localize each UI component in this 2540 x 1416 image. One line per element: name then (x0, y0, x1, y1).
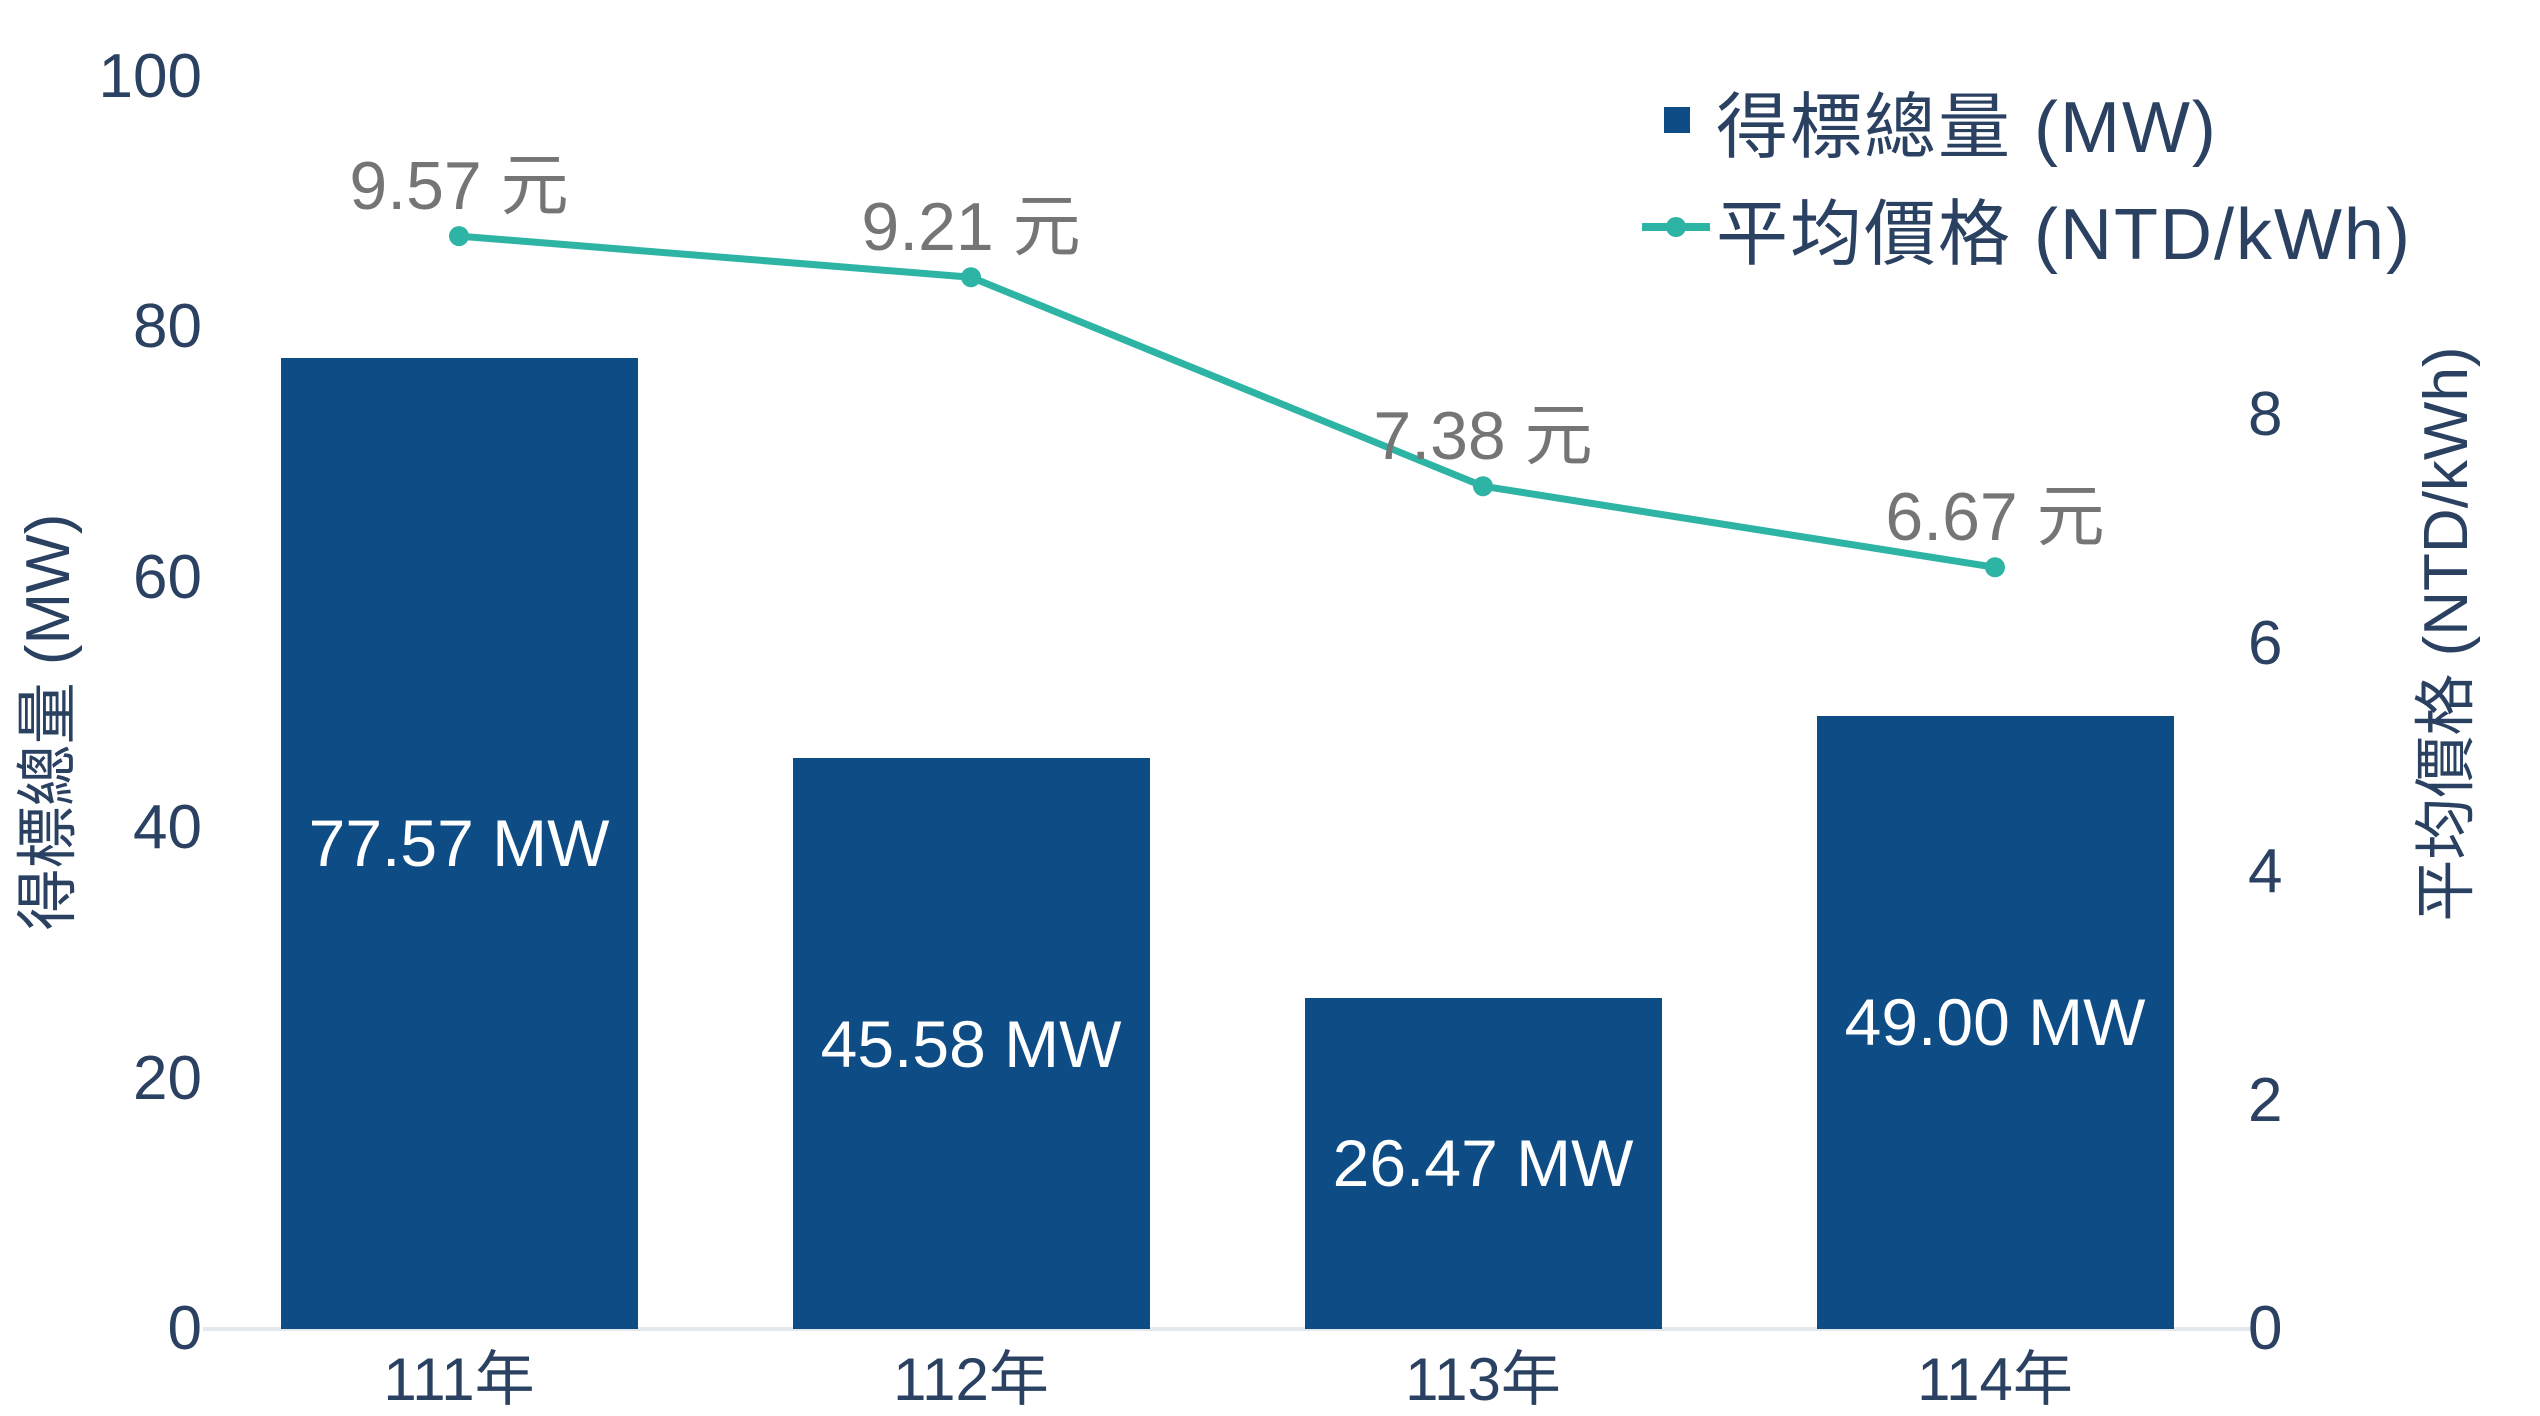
bar-113年[interactable]: 26.47 MW (1304, 997, 1662, 1329)
right-axis-tick-label: 0 (2248, 1294, 2283, 1363)
price-point-114年[interactable] (1985, 557, 2005, 578)
right-axis-tick-label: 6 (2248, 608, 2283, 678)
x-axis-line (203, 1327, 2251, 1331)
right-axis-tick-label: 8 (2248, 380, 2283, 450)
bar-114年[interactable]: 49.00 MW (1816, 715, 2174, 1329)
left-axis-tick-label: 100 (98, 42, 202, 111)
bar-value-label: 77.57 MW (308, 806, 610, 881)
left-axis-tick-label: 60 (133, 542, 202, 612)
line-series-swatch-icon (1642, 217, 1710, 237)
left-axis-tick-label: 80 (133, 292, 202, 362)
category-label-112年: 112年 (893, 1346, 1049, 1413)
line-series-marker-icon (1666, 217, 1686, 237)
category-label-111年: 111年 (383, 1346, 535, 1413)
bar-value-label: 45.58 MW (820, 1006, 1122, 1081)
price-value-label: 7.38 元 (1373, 398, 1593, 475)
legend-label-bar-series: 得標總量 (MW) (1716, 87, 2218, 168)
category-label-114年: 114年 (1917, 1346, 2073, 1413)
legend-item-bar-series[interactable]: 得標總量 (MW) (1664, 76, 2218, 168)
bar-112年[interactable]: 45.58 MW (792, 758, 1150, 1329)
price-point-111年[interactable] (449, 226, 469, 247)
right-axis-tick-label: 4 (2248, 837, 2283, 907)
bar-value-label: 49.00 MW (1844, 985, 2146, 1060)
left-axis-tick-label: 0 (167, 1294, 202, 1363)
price-value-label: 6.67 元 (1885, 479, 2105, 556)
price-point-113年[interactable] (1473, 476, 1493, 497)
price-value-label: 9.57 元 (349, 148, 569, 225)
right-axis-tick-label: 2 (2248, 1065, 2283, 1135)
price-point-112年[interactable] (961, 267, 981, 288)
left-axis-tick-label: 20 (133, 1043, 202, 1113)
left-axis-tick-label: 40 (133, 793, 202, 863)
bar-series-swatch-icon (1664, 107, 1690, 133)
bar-111年[interactable]: 77.57 MW (280, 357, 638, 1329)
category-label-113年: 113年 (1405, 1346, 1561, 1413)
bar-value-label: 26.47 MW (1332, 1126, 1634, 1201)
price-value-label: 9.21 元 (861, 189, 1081, 266)
